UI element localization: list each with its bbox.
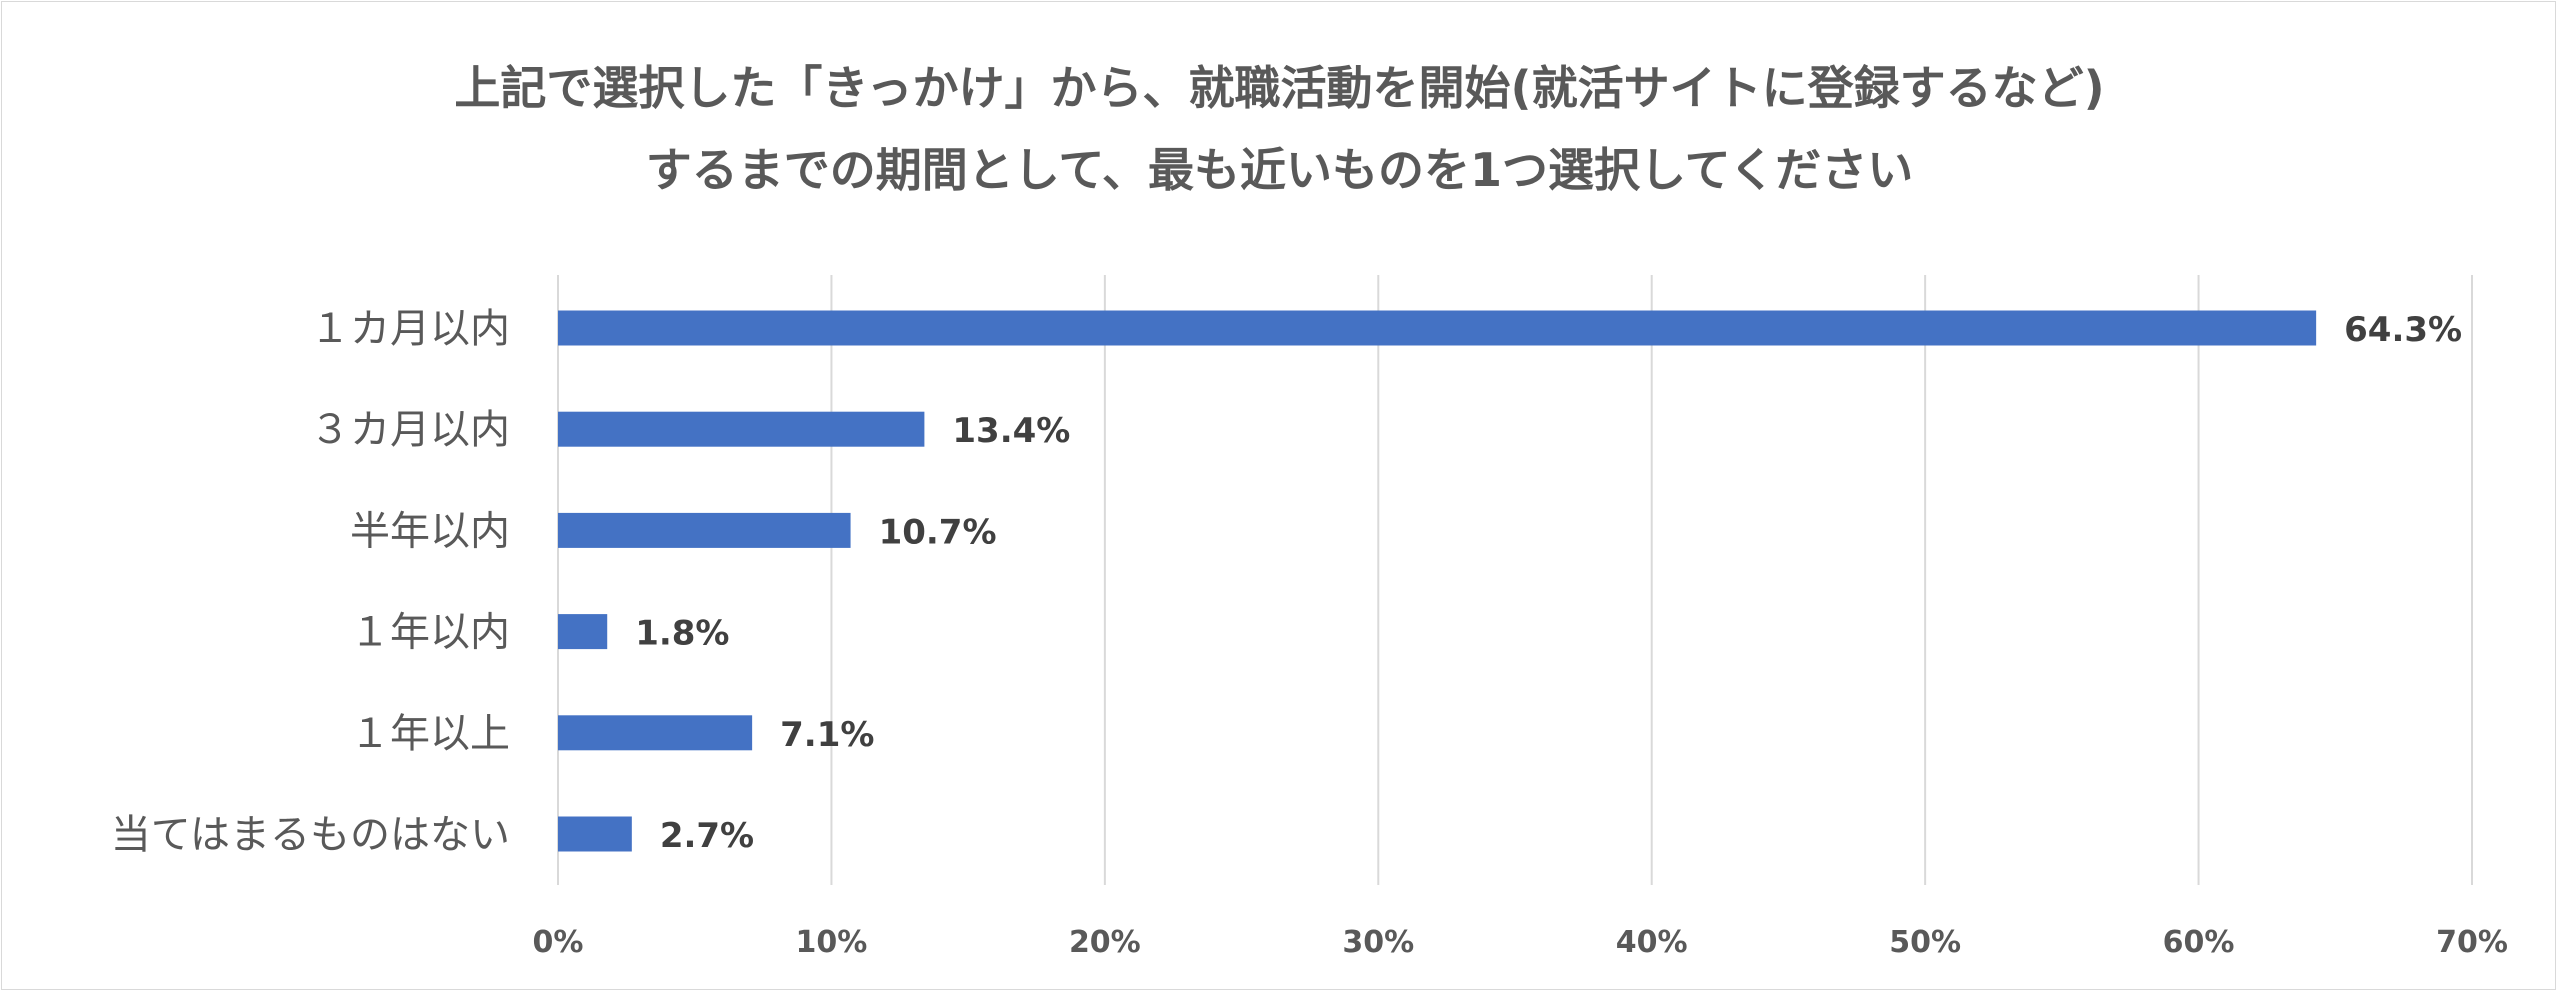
bar: [558, 512, 851, 548]
data-label: 64.3%: [2344, 310, 2462, 350]
data-label: 10.7%: [879, 512, 997, 552]
category-label: １カ月以内: [310, 306, 510, 352]
x-tick-label: 20%: [1069, 925, 1141, 960]
category-label: 当てはまるものはない: [111, 812, 510, 858]
category-label: ３カ月以内: [310, 407, 510, 453]
category-label: １年以内: [350, 610, 510, 656]
data-label: 7.1%: [780, 715, 874, 755]
data-label: 13.4%: [952, 411, 1070, 451]
x-tick-label: 30%: [1342, 925, 1414, 960]
bar: [558, 411, 925, 447]
data-label: 1.8%: [635, 614, 729, 654]
x-tick-label: 40%: [1616, 925, 1688, 960]
data-label: 2.7%: [660, 816, 754, 856]
chart-title-line-2: するまでの期間として、最も近いものを1つ選択してください: [645, 143, 1914, 197]
bar: [558, 715, 753, 751]
x-tick-label: 0%: [533, 925, 584, 960]
chart-title-line-1: 上記で選択した「きっかけ」から、就職活動を開始(就活サイトに登録するなど): [454, 61, 2105, 115]
bar: [558, 310, 2317, 346]
x-tick-label: 50%: [1889, 925, 1961, 960]
bar: [558, 614, 608, 650]
x-tick-label: 60%: [2163, 925, 2235, 960]
x-tick-label: 70%: [2436, 925, 2508, 960]
category-label: 半年以内: [350, 508, 510, 554]
x-tick-label: 10%: [796, 925, 868, 960]
bar: [558, 816, 632, 852]
category-label: １年以上: [350, 711, 510, 757]
